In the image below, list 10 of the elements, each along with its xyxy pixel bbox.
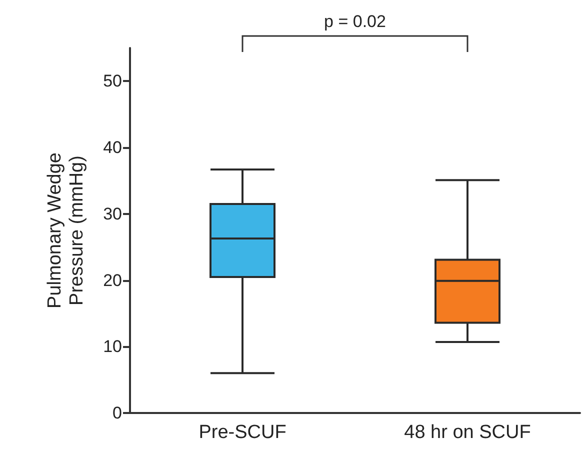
y-axis-title: Pulmonary Wedge Pressure (mmHg)	[44, 152, 88, 308]
y-tick-label: 10	[103, 337, 122, 356]
x-tick-label: Pre-SCUF	[198, 422, 286, 443]
y-tick-label: 50	[103, 72, 122, 91]
y-tick-label: 0	[112, 404, 122, 422]
text: p = 0.02	[323, 12, 387, 32]
x-tick-label: 48 hr on SCUF	[404, 422, 531, 443]
y-tick-label: 40	[103, 138, 122, 158]
y-tick-label: 20	[103, 270, 122, 290]
y-tick-label: 30	[103, 204, 122, 224]
